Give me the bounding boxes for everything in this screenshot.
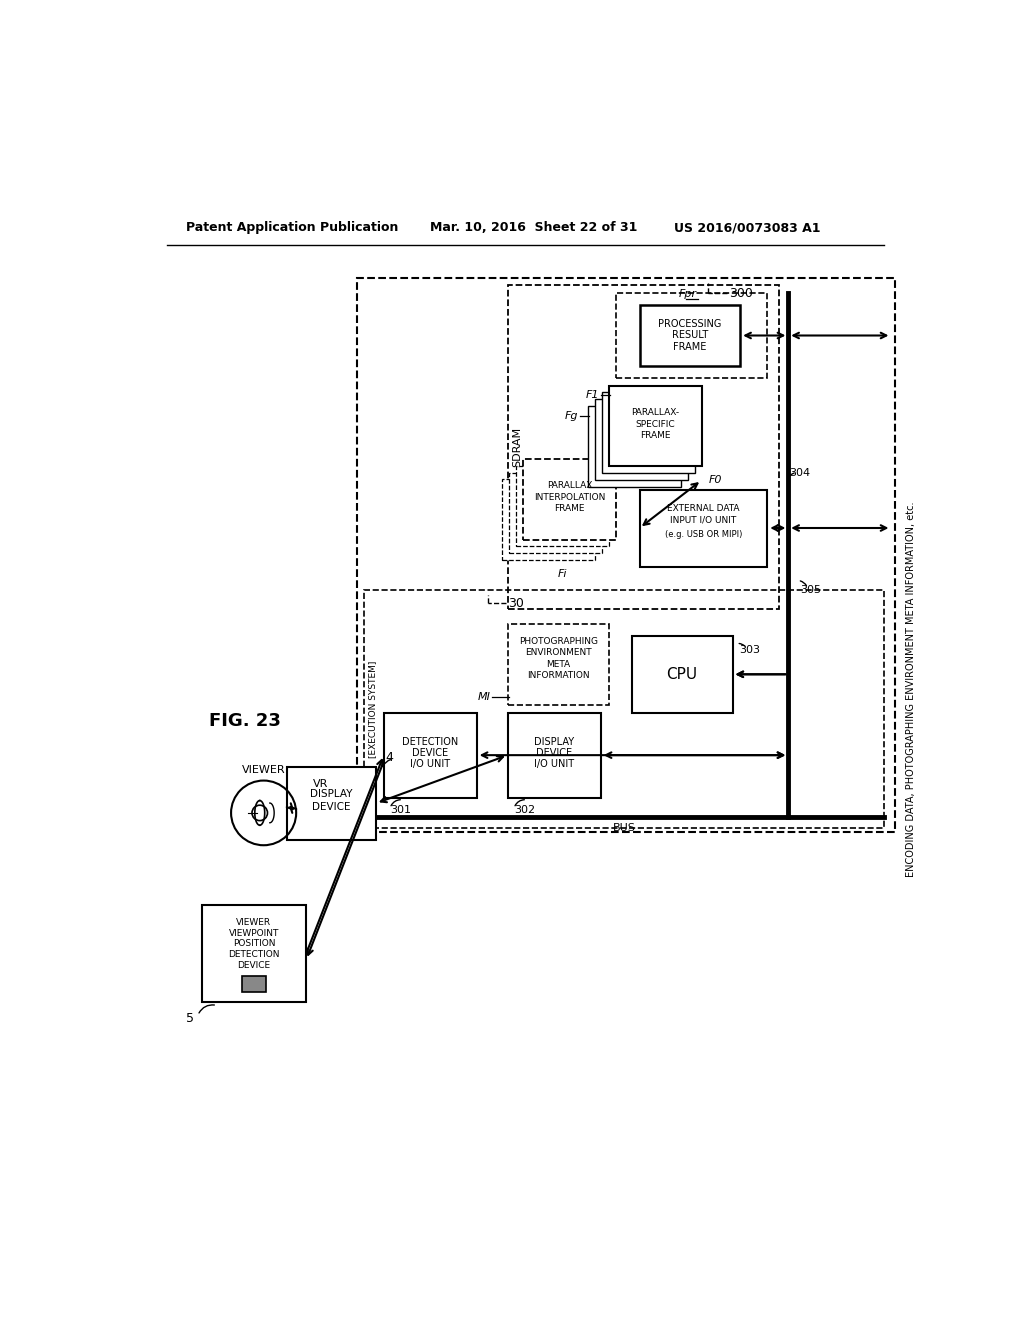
Text: PROCESSING: PROCESSING	[658, 319, 722, 329]
Bar	[384, 713, 477, 797]
Text: CPU: CPU	[667, 667, 697, 682]
Text: EXTERNAL DATA: EXTERNAL DATA	[668, 504, 739, 513]
Text: [EXECUTION SYSTEM]: [EXECUTION SYSTEM]	[368, 660, 377, 758]
Bar	[595, 400, 687, 480]
Text: PHOTOGRAPHING: PHOTOGRAPHING	[518, 636, 598, 645]
Text: 4: 4	[385, 751, 393, 764]
Bar	[516, 466, 609, 546]
Text: META: META	[546, 660, 570, 669]
Text: PARALLAX: PARALLAX	[547, 482, 593, 490]
Bar	[601, 392, 694, 474]
Bar	[287, 767, 376, 840]
Bar	[608, 385, 701, 466]
Bar	[508, 624, 608, 705]
Text: 30: 30	[508, 597, 523, 610]
Bar	[508, 713, 601, 797]
Text: Fi: Fi	[557, 569, 566, 579]
Text: 304: 304	[790, 467, 810, 478]
Text: PARALLAX-: PARALLAX-	[631, 408, 679, 417]
Text: Patent Application Publication: Patent Application Publication	[186, 222, 398, 234]
Text: US 2016/0073083 A1: US 2016/0073083 A1	[675, 222, 821, 234]
Bar	[523, 459, 616, 540]
Text: Fpr: Fpr	[678, 289, 696, 298]
Text: F1: F1	[586, 389, 599, 400]
Bar	[508, 285, 779, 609]
Text: DEVICE: DEVICE	[537, 748, 572, 758]
Text: FRAME: FRAME	[640, 432, 671, 440]
Bar	[588, 407, 681, 487]
Text: 5: 5	[186, 1012, 194, 1026]
Text: FRAME: FRAME	[673, 342, 707, 352]
Text: POSITION: POSITION	[232, 940, 275, 948]
Text: INPUT I/O UNIT: INPUT I/O UNIT	[671, 516, 736, 525]
Text: FIG. 23: FIG. 23	[209, 711, 282, 730]
Text: I/O UNIT: I/O UNIT	[411, 759, 451, 768]
Bar	[509, 473, 602, 553]
Text: Fg: Fg	[565, 411, 579, 421]
Text: DISPLAY: DISPLAY	[310, 788, 352, 799]
Bar	[356, 277, 895, 832]
Text: 300: 300	[729, 286, 753, 300]
Text: ENCODING DATA, PHOTOGRAPHING ENVIRONMENT META INFORMATION, etc.: ENCODING DATA, PHOTOGRAPHING ENVIRONMENT…	[906, 502, 915, 878]
Text: VIEWPOINT: VIEWPOINT	[228, 928, 280, 937]
Bar	[632, 636, 732, 713]
Bar	[640, 490, 767, 566]
Text: DETECTION: DETECTION	[402, 737, 459, 747]
Text: VR: VR	[313, 779, 329, 789]
Text: INTERPOLATION: INTERPOLATION	[535, 492, 605, 502]
Text: RESULT: RESULT	[672, 330, 708, 341]
Text: FRAME: FRAME	[555, 504, 585, 513]
Text: 305: 305	[800, 585, 821, 594]
Text: SPECIFIC: SPECIFIC	[635, 420, 675, 429]
Text: Mar. 10, 2016  Sheet 22 of 31: Mar. 10, 2016 Sheet 22 of 31	[430, 222, 638, 234]
Text: DEVICE: DEVICE	[413, 748, 449, 758]
Text: DEVICE: DEVICE	[312, 801, 350, 812]
Text: INFORMATION: INFORMATION	[526, 672, 590, 680]
Bar	[640, 305, 740, 367]
Text: SDRAM: SDRAM	[512, 428, 522, 467]
Text: DEVICE: DEVICE	[238, 961, 270, 970]
Text: ENVIRONMENT: ENVIRONMENT	[525, 648, 592, 657]
Text: I/O UNIT: I/O UNIT	[535, 759, 574, 768]
Bar	[365, 590, 884, 829]
Text: VIEWER: VIEWER	[242, 764, 286, 775]
Text: DETECTION: DETECTION	[228, 950, 280, 960]
Circle shape	[249, 978, 259, 989]
Bar	[242, 977, 266, 991]
Bar	[202, 906, 306, 1002]
Text: 301: 301	[390, 805, 411, 814]
Bar	[616, 293, 767, 378]
Text: BUS: BUS	[612, 822, 636, 833]
Text: 302: 302	[514, 805, 536, 814]
Text: VIEWER: VIEWER	[237, 917, 271, 927]
Text: DISPLAY: DISPLAY	[535, 737, 574, 747]
Text: F0: F0	[709, 475, 722, 486]
Text: 303: 303	[738, 644, 760, 655]
Bar	[503, 479, 595, 561]
Text: MI: MI	[478, 693, 490, 702]
Text: (e.g. USB OR MIPI): (e.g. USB OR MIPI)	[665, 529, 742, 539]
